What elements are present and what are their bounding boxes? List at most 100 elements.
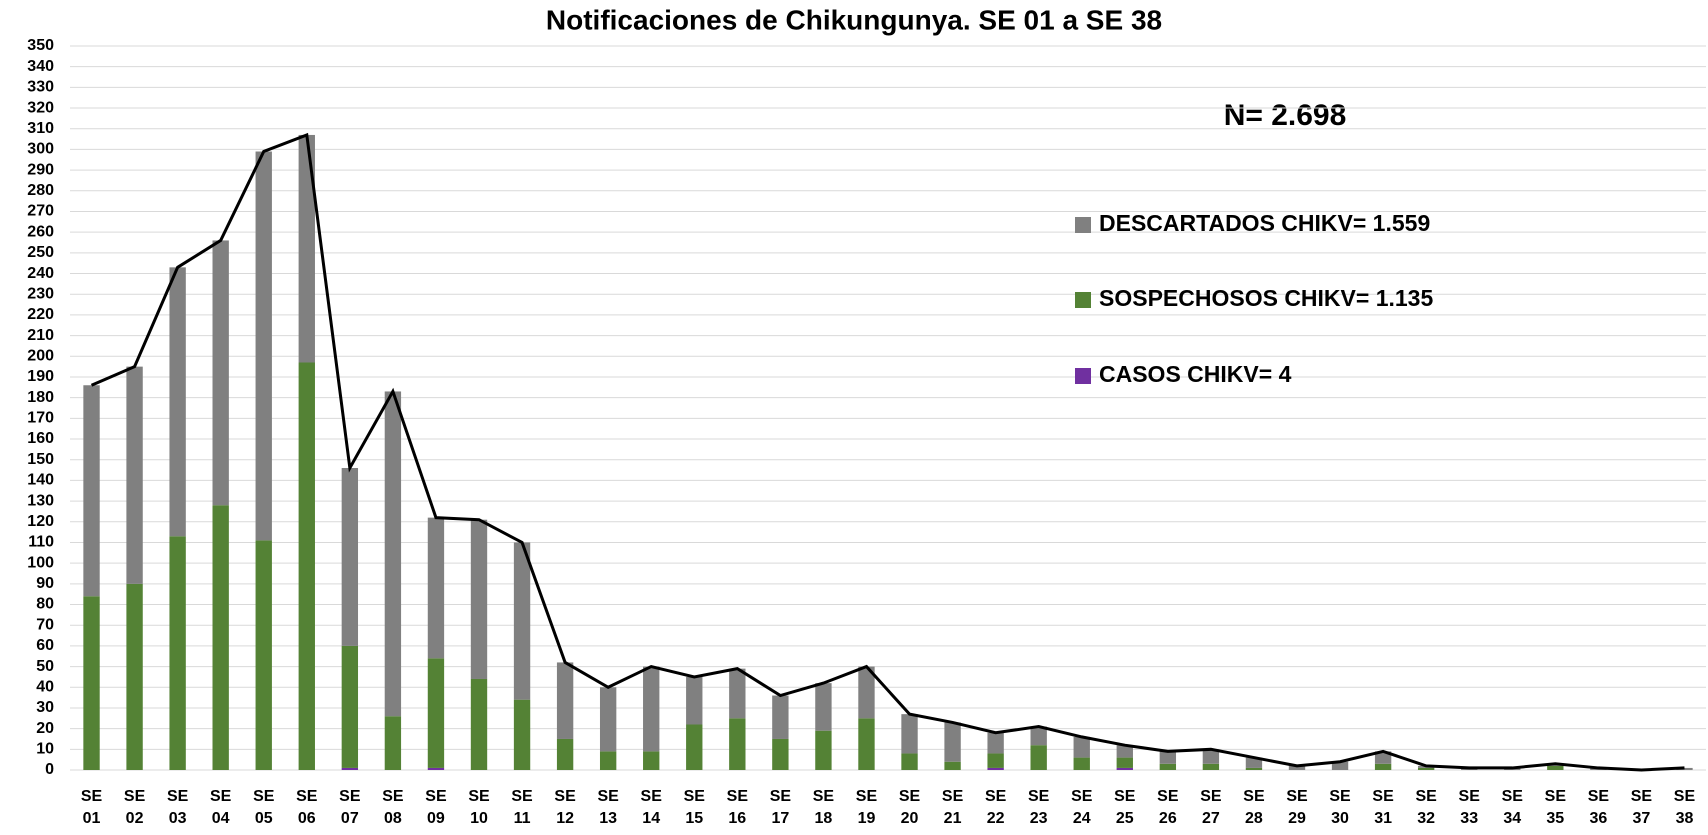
y-tick-label: 150 [27, 451, 54, 468]
x-tick-label: SE 34 [1501, 788, 1523, 827]
y-tick-label: 300 [27, 141, 54, 158]
x-tick-label: SE 36 [1587, 788, 1610, 827]
y-tick-label: 260 [27, 223, 54, 240]
y-tick-label: 130 [27, 492, 54, 509]
y-tick-label: 200 [27, 348, 54, 365]
y-tick-label: 100 [27, 554, 54, 571]
x-tick-label: SE 17 [769, 788, 792, 827]
bar-segment [1331, 761, 1349, 770]
bar-segment [1116, 745, 1133, 758]
y-tick-label: 40 [36, 678, 54, 695]
legend-swatch [1075, 292, 1091, 308]
y-tick-label: 30 [36, 699, 54, 716]
x-tick-label: SE 02 [123, 788, 146, 827]
bar-segment [599, 687, 617, 752]
y-tick-label: 270 [27, 203, 54, 220]
bar-segment [987, 732, 1004, 754]
x-tick-label: SE 18 [812, 788, 835, 827]
bar-segment [126, 583, 143, 770]
bar-segment [1159, 763, 1177, 770]
bar-segment [556, 738, 574, 770]
bar-segment [729, 668, 746, 719]
bar-segment [686, 724, 703, 770]
y-tick-label: 50 [36, 658, 54, 675]
bar-segment [384, 716, 402, 770]
x-tick-label: SE 33 [1458, 788, 1480, 827]
y-tick-label: 280 [27, 182, 54, 199]
bar-segment [1288, 765, 1306, 770]
y-tick-label: 80 [36, 596, 54, 613]
bar-segment [1073, 757, 1090, 770]
y-tick-label: 0 [45, 761, 54, 778]
bar-segment [987, 767, 1004, 770]
bar-segment [341, 767, 359, 770]
bar-segment [643, 751, 660, 770]
bar-segment [1202, 763, 1220, 770]
y-tick-label: 70 [36, 616, 54, 633]
y-tick-label: 190 [27, 368, 54, 385]
legend-swatch [1075, 368, 1091, 384]
bar-segment [427, 517, 445, 659]
bar-segment [1374, 751, 1392, 764]
x-tick-label: SE 12 [554, 788, 576, 827]
bar-segment [599, 751, 617, 770]
x-tick-label: SE 37 [1630, 788, 1653, 827]
total-line [90, 132, 1685, 772]
y-tick-label: 90 [36, 575, 54, 592]
bar-segment [255, 540, 272, 770]
bar-segment [556, 662, 574, 739]
bar-segment [772, 738, 789, 770]
bar-segment [513, 542, 531, 700]
x-tick-label: SE 21 [941, 788, 964, 827]
y-tick-label: 120 [27, 513, 54, 530]
x-tick-label: SE 08 [382, 788, 404, 827]
y-tick-label: 20 [36, 720, 54, 737]
y-tick-label: 10 [36, 741, 54, 758]
x-tick-label: SE 05 [253, 788, 275, 827]
annotation: N= 2.698 [1224, 99, 1347, 132]
x-tick-label: SE 19 [855, 788, 878, 827]
bar-segment [944, 722, 961, 762]
x-tick-label: SE 14 [640, 788, 662, 827]
bar-segment [1417, 767, 1435, 770]
bar-segment [427, 767, 445, 770]
bar-segment [126, 366, 143, 584]
bar-segment [1547, 765, 1564, 770]
x-tick-label: SE 06 [296, 788, 318, 827]
x-tick-label: SE 26 [1157, 788, 1179, 827]
bar-segment [470, 678, 488, 770]
bar-segment [298, 362, 315, 770]
x-tick-label: SE 27 [1200, 788, 1222, 827]
x-tick-label: SE 24 [1071, 788, 1093, 827]
y-tick-label: 60 [36, 637, 54, 654]
bar-segment [169, 267, 186, 537]
bar-segment [1245, 767, 1263, 770]
bar-segment [1030, 726, 1047, 746]
x-tick-label: SE 32 [1415, 788, 1437, 827]
bar-segment [987, 753, 1004, 768]
bar-segment [1202, 749, 1220, 764]
bar-segment [643, 666, 660, 752]
bar-segment [83, 596, 100, 770]
bar-segment [513, 699, 531, 770]
x-tick-label: SE 11 [511, 788, 533, 827]
bar-segment [1374, 763, 1392, 770]
x-tick-label: SE 10 [468, 788, 490, 827]
bar-segment [470, 519, 488, 679]
bar-segment [298, 134, 315, 363]
legend-label: SOSPECHOSOS CHIKV= 1.135 [1099, 285, 1433, 311]
x-tick-label: SE 28 [1243, 788, 1265, 827]
bar-segment [1116, 767, 1133, 770]
x-tick-label: SE 38 [1673, 788, 1696, 827]
bar-segment [901, 714, 918, 754]
bar-segment [169, 536, 186, 770]
x-tick-label: SE 30 [1329, 788, 1351, 827]
bar-segment [212, 240, 229, 506]
bar-segment [944, 761, 961, 770]
y-tick-label: 250 [27, 244, 54, 261]
x-tick-label: SE 09 [425, 788, 447, 827]
bar-segment [1116, 757, 1133, 768]
y-tick-label: 140 [27, 472, 54, 489]
x-tick-label: SE 23 [1028, 788, 1050, 827]
